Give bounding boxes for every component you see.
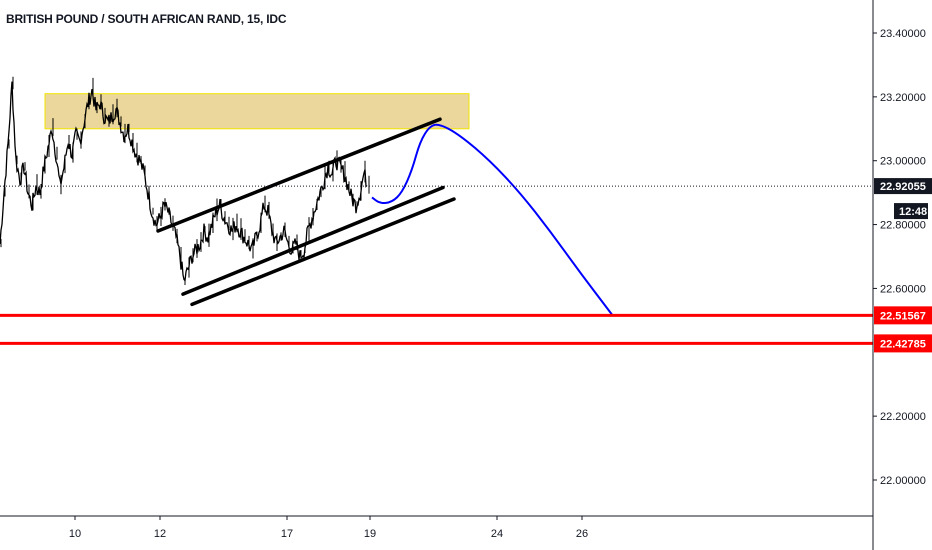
level-badge bbox=[874, 306, 932, 325]
last-price-badge bbox=[874, 178, 932, 195]
channel-line bbox=[181, 185, 445, 296]
x-tick-label: 19 bbox=[364, 528, 376, 540]
countdown-label: 12:48 bbox=[899, 206, 927, 218]
drawings-layer bbox=[0, 117, 873, 345]
x-tick-label: 26 bbox=[576, 528, 588, 540]
y-tick-label: 23.00000 bbox=[880, 156, 926, 168]
channel-line bbox=[156, 117, 442, 233]
level-label: 22.51567 bbox=[880, 310, 926, 322]
y-tick-label: 22.20000 bbox=[880, 411, 926, 423]
y-tick-label: 23.20000 bbox=[880, 92, 926, 104]
x-tick-label: 17 bbox=[281, 528, 293, 540]
y-tick-label: 22.60000 bbox=[880, 283, 926, 295]
projection-curve bbox=[371, 123, 613, 316]
channel-line bbox=[190, 197, 456, 307]
chart-title: BRITISH POUND / SOUTH AFRICAN RAND, 15, … bbox=[6, 12, 287, 26]
y-tick-label: 22.80000 bbox=[880, 220, 926, 232]
level-label: 22.42785 bbox=[880, 338, 926, 350]
countdown-badge bbox=[894, 203, 928, 220]
last-price-label: 22.92055 bbox=[880, 181, 926, 193]
x-tick-label: 10 bbox=[69, 528, 81, 540]
y-tick-label: 23.40000 bbox=[880, 28, 926, 40]
x-tick-label: 12 bbox=[154, 528, 166, 540]
level-badge bbox=[874, 334, 932, 353]
y-tick-label: 22.00000 bbox=[880, 475, 926, 487]
price-series bbox=[0, 76, 370, 285]
x-tick-label: 24 bbox=[491, 528, 503, 540]
price-labels: 22.92055 12:48 22.51567 22.42785 bbox=[874, 178, 932, 353]
